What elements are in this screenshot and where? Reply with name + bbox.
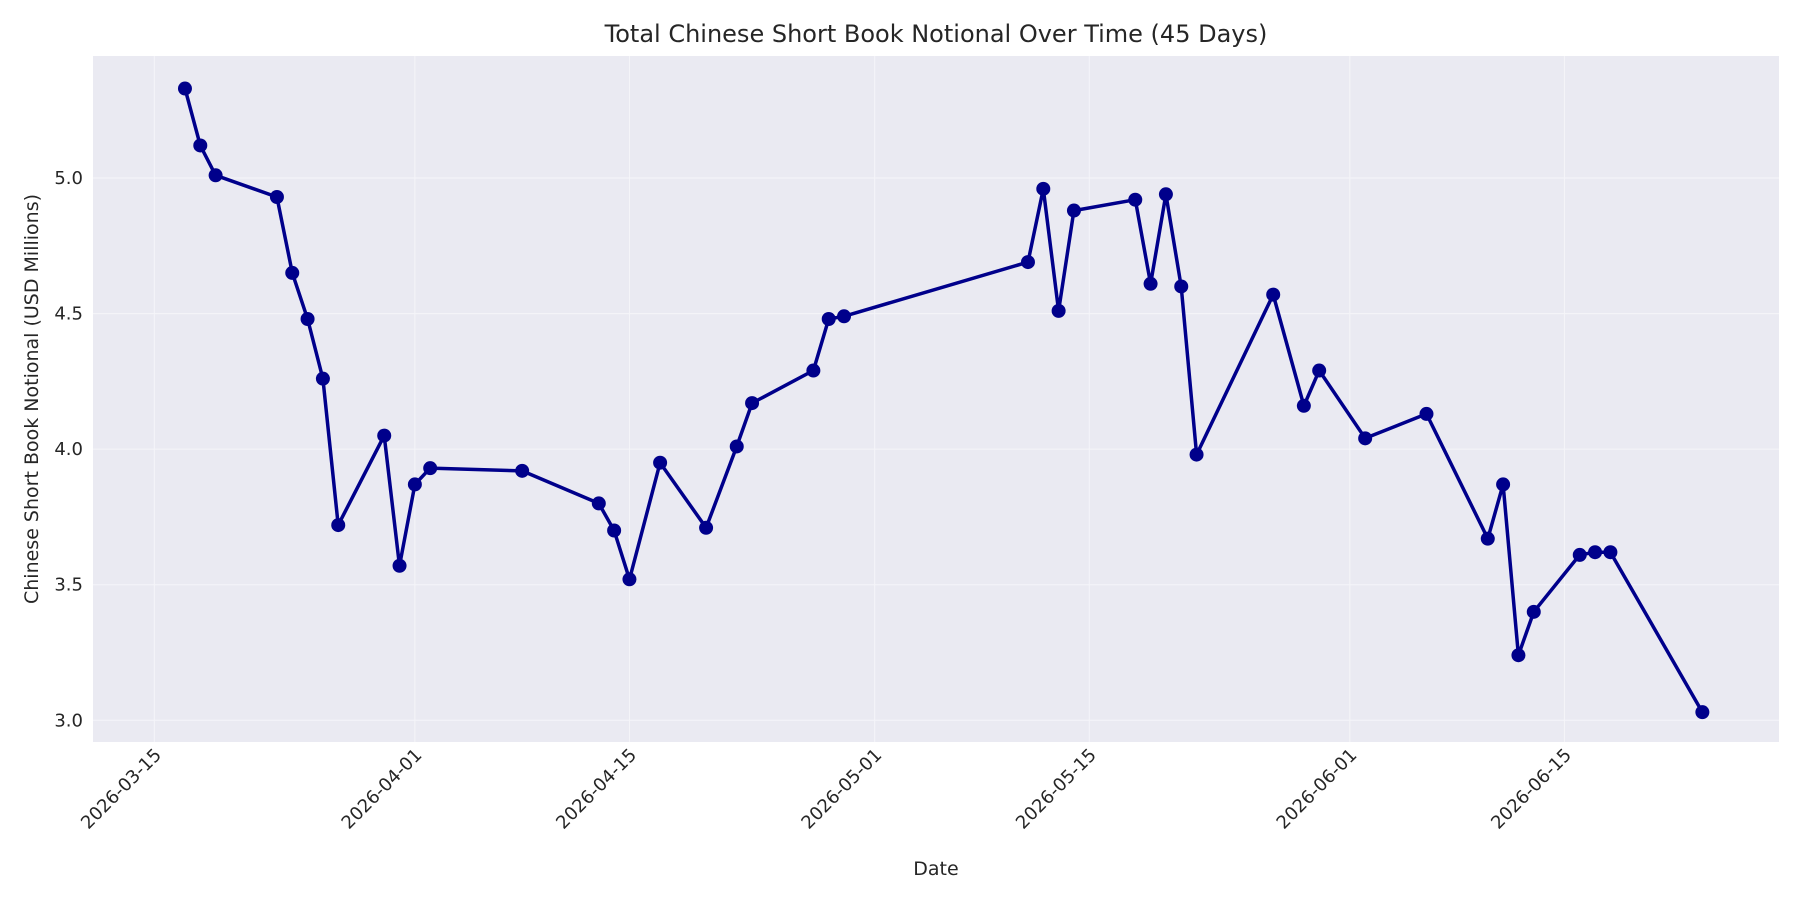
data-point [622, 572, 637, 587]
y-tick-label: 3.0 [54, 710, 83, 731]
data-point [1174, 279, 1189, 294]
data-point [653, 455, 668, 470]
x-tick-label: 2026-05-01 [797, 745, 886, 834]
plot-area [93, 56, 1779, 742]
data-point [193, 138, 208, 153]
data-point [1143, 276, 1158, 291]
data-point [1358, 431, 1373, 446]
data-point [177, 81, 192, 96]
y-tick-label: 4.0 [54, 439, 83, 460]
data-point [1296, 398, 1311, 413]
data-point [1266, 287, 1281, 302]
x-tick-label: 2026-04-01 [338, 745, 427, 834]
data-point [208, 168, 223, 183]
x-tick-label: 2026-06-01 [1273, 745, 1362, 834]
data-point [1051, 303, 1066, 318]
data-point [699, 520, 714, 535]
data-point [1020, 255, 1035, 270]
data-point [269, 189, 284, 204]
data-point [1128, 192, 1143, 207]
data-point [1419, 406, 1434, 421]
data-point [821, 312, 836, 327]
data-point [1603, 545, 1618, 560]
data-point [407, 477, 422, 492]
data-point [806, 363, 821, 378]
data-point [1066, 203, 1081, 218]
data-point [607, 523, 622, 538]
data-point [300, 312, 315, 327]
x-tick-label: 2026-04-15 [552, 745, 641, 834]
data-point [392, 558, 407, 573]
data-point [285, 265, 300, 280]
chart-title: Total Chinese Short Book Notional Over T… [604, 20, 1268, 48]
data-point [1312, 363, 1327, 378]
grid-lines [93, 56, 1779, 742]
data-point [837, 309, 852, 324]
data-point [1158, 187, 1173, 202]
data-point [315, 371, 330, 386]
data-point [1526, 604, 1541, 619]
data-point [729, 439, 744, 454]
series-layer [177, 81, 1710, 720]
x-axis-label: Date [913, 858, 958, 880]
x-axis: 2026-03-15 2026-04-01 2026-04-15 2026-05-01… [77, 745, 1576, 834]
data-point [1511, 648, 1526, 663]
data-point [1572, 547, 1587, 562]
data-point [515, 463, 530, 478]
data-point [1496, 477, 1511, 492]
data-point [591, 496, 606, 511]
data-point [423, 461, 438, 476]
data-point [745, 396, 760, 411]
data-point [377, 428, 392, 443]
x-tick-label: 2026-03-15 [77, 745, 166, 834]
y-axis: 3.0 3.5 4.0 4.5 5.0 [54, 168, 83, 731]
x-tick-label: 2026-05-15 [1012, 745, 1101, 834]
y-tick-label: 5.0 [54, 168, 83, 189]
y-tick-label: 4.5 [54, 304, 83, 325]
data-point [1588, 545, 1603, 560]
data-point [1036, 181, 1051, 196]
x-tick-label: 2026-06-15 [1487, 745, 1576, 834]
data-point [1480, 531, 1495, 546]
data-point [1695, 705, 1710, 720]
data-point [331, 518, 346, 533]
y-axis-label: Chinese Short Book Notional (USD Million… [21, 194, 43, 604]
y-tick-label: 3.5 [54, 575, 83, 596]
data-point [1189, 447, 1204, 462]
